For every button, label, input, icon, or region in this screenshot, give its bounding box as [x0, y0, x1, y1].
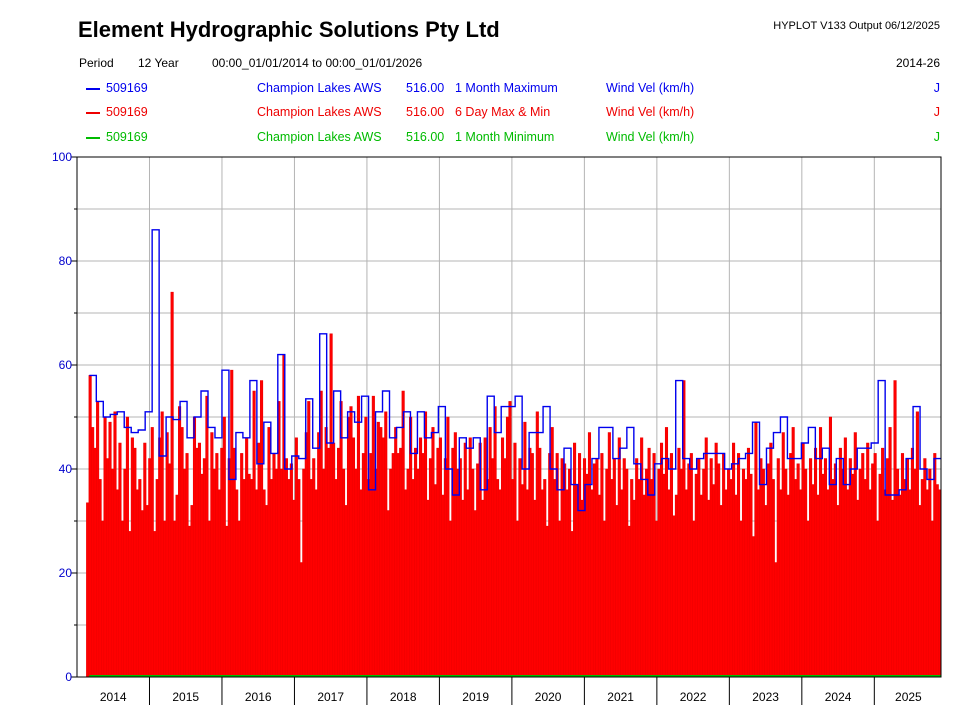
x-tick-label: 2020	[535, 690, 562, 704]
legend-station: Champion Lakes AWS	[257, 81, 382, 95]
x-tick-label: 2014	[100, 690, 127, 704]
legend-variable: 516.00	[406, 105, 445, 119]
legend-swatch	[86, 88, 100, 90]
legend-statistic: 1 Month Minimum	[455, 130, 555, 144]
y-tick-label: 60	[59, 358, 73, 372]
x-tick-label: 2016	[245, 690, 272, 704]
x-tick-label: 2018	[390, 690, 417, 704]
legend-variable: 516.00	[406, 81, 445, 95]
version-output: HYPLOT V133 Output 06/12/2025	[773, 20, 940, 32]
legend-site: 509169	[106, 81, 148, 95]
x-tick-label: 2025	[895, 690, 922, 704]
legend-statistic: 6 Day Max & Min	[455, 105, 551, 119]
x-tick-label: 2019	[462, 690, 489, 704]
legend-station: Champion Lakes AWS	[257, 130, 382, 144]
period-label: Period	[79, 56, 114, 70]
period-range: 00:00_01/01/2014 to 00:00_01/01/2026	[212, 56, 423, 70]
x-axis: 2014 2015 2016 2017 2018 2019 2020 2021 2022 2023…	[77, 676, 941, 705]
legend-unit: Wind Vel (km/h)	[606, 105, 695, 119]
legend-variable: 516.00	[406, 130, 445, 144]
y-tick-label: 100	[52, 150, 72, 164]
x-tick-label: 2024	[825, 690, 852, 704]
period-value: 12 Year	[138, 56, 179, 70]
legend-site: 509169	[106, 105, 148, 119]
legend-statistic: 1 Month Maximum	[455, 81, 558, 95]
y-axis: 0 20 40 60 80 100	[52, 150, 77, 684]
y-tick-label: 80	[59, 254, 73, 268]
y-tick-label: 20	[59, 566, 73, 580]
x-tick-label: 2023	[752, 690, 779, 704]
legend-swatch	[86, 112, 100, 114]
y-tick-label: 40	[59, 462, 73, 476]
year-range: 2014-26	[895, 56, 940, 70]
legend-site: 509169	[106, 130, 148, 144]
legend-flag: J	[933, 81, 940, 95]
legend-swatch	[86, 137, 100, 139]
company-title: Element Hydrographic Solutions Pty Ltd	[78, 17, 500, 42]
y-tick-label: 0	[65, 670, 72, 684]
x-tick-label: 2022	[680, 690, 707, 704]
legend-unit: Wind Vel (km/h)	[606, 130, 695, 144]
x-tick-label: 2017	[317, 690, 344, 704]
legend-flag: J	[933, 130, 940, 144]
legend-station: Champion Lakes AWS	[257, 105, 382, 119]
x-tick-label: 2021	[607, 690, 634, 704]
series-1-month-maximum	[89, 229, 941, 512]
legend-flag: J	[933, 105, 940, 119]
legend-unit: Wind Vel (km/h)	[606, 81, 695, 95]
x-tick-label: 2015	[172, 690, 199, 704]
